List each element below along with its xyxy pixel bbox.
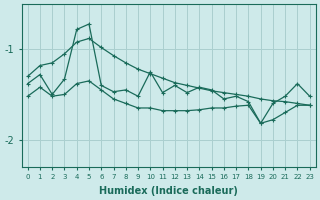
X-axis label: Humidex (Indice chaleur): Humidex (Indice chaleur) (99, 186, 238, 196)
